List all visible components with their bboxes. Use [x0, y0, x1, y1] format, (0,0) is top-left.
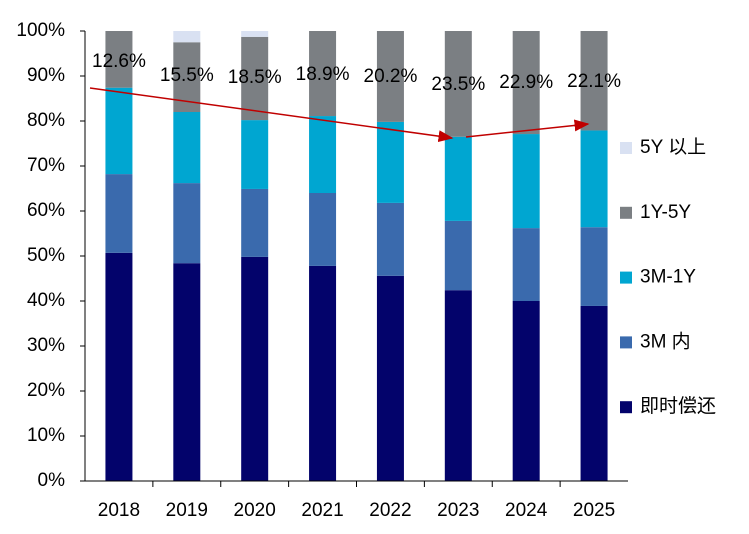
- bar-segment: [376, 275, 404, 481]
- legend-label: 5Y 以上: [640, 136, 706, 158]
- bar-segment: [241, 36, 269, 121]
- trend-arrow: [89, 87, 454, 143]
- legend-swatch: [620, 206, 632, 219]
- x-tick-label: 2021: [301, 500, 343, 521]
- legend-label: 即时偿还: [640, 395, 716, 417]
- data-label: 20.2%: [364, 66, 418, 87]
- bar-segment: [376, 121, 404, 203]
- bar-segment: [241, 188, 269, 257]
- bar-segment: [580, 130, 608, 228]
- bar-segment: [444, 31, 472, 137]
- x-tick-label: 2018: [98, 500, 140, 521]
- bar-segment: [376, 202, 404, 276]
- legend-label: 3M 内: [640, 330, 691, 352]
- data-label: 18.9%: [296, 64, 350, 85]
- bar-segment: [512, 228, 540, 301]
- bar-segment: [309, 31, 337, 117]
- bar-segment: [241, 31, 269, 37]
- bar-segment: [376, 31, 404, 122]
- bar-segment: [444, 290, 472, 481]
- y-tick-label: 30%: [27, 335, 65, 356]
- bar-segment: [173, 183, 201, 264]
- bar-segment: [241, 120, 269, 189]
- x-tick-label: 2024: [505, 500, 548, 521]
- data-label: 12.6%: [92, 51, 146, 72]
- x-tick-label: 2023: [437, 500, 479, 521]
- legend-label: 1Y-5Y: [640, 202, 691, 223]
- bar-segment: [105, 252, 133, 481]
- bar-segment: [512, 134, 540, 229]
- y-tick-label: 90%: [27, 65, 65, 86]
- y-tick-label: 10%: [27, 425, 65, 446]
- bar-segment: [173, 31, 201, 43]
- bar-segment: [241, 256, 269, 481]
- bar-segment: [105, 31, 133, 88]
- data-label: 18.5%: [228, 67, 282, 88]
- bar-segment: [309, 193, 337, 266]
- legend-swatch: [620, 401, 632, 414]
- x-tick-label: 2019: [166, 500, 208, 521]
- x-tick-label: 2022: [369, 500, 411, 521]
- bar-segment: [444, 220, 472, 291]
- y-tick-label: 40%: [27, 290, 65, 311]
- legend-swatch: [620, 142, 632, 154]
- bar-segment: [309, 265, 337, 481]
- data-label: 15.5%: [160, 65, 214, 86]
- y-tick-label: 80%: [27, 110, 65, 131]
- bar-segment: [173, 263, 201, 481]
- legend-label: 3M-1Y: [640, 267, 696, 288]
- legend-swatch: [620, 271, 632, 284]
- bar-segment: [580, 305, 608, 481]
- bar-segment: [173, 112, 201, 184]
- x-tick-label: 2025: [573, 500, 615, 521]
- bar-segment: [444, 136, 472, 221]
- data-label: 23.5%: [431, 74, 485, 95]
- legend-swatch: [620, 336, 632, 349]
- bar-segment: [105, 174, 133, 253]
- data-label: 22.1%: [567, 71, 621, 92]
- y-tick-label: 20%: [27, 380, 65, 401]
- y-tick-label: 70%: [27, 155, 65, 176]
- bar-segment: [580, 31, 608, 131]
- bar-segment: [580, 227, 608, 306]
- y-tick-label: 60%: [27, 200, 65, 221]
- bar-segment: [512, 31, 540, 135]
- y-tick-label: 100%: [16, 20, 65, 41]
- bar-segment: [105, 87, 133, 175]
- y-tick-label: 50%: [27, 245, 65, 266]
- x-tick-label: 2020: [234, 500, 276, 521]
- trend-arrow: [465, 119, 590, 138]
- data-label: 22.9%: [499, 72, 553, 93]
- bar-segment: [512, 301, 540, 481]
- y-tick-label: 0%: [38, 470, 66, 491]
- bar-segment: [309, 116, 337, 193]
